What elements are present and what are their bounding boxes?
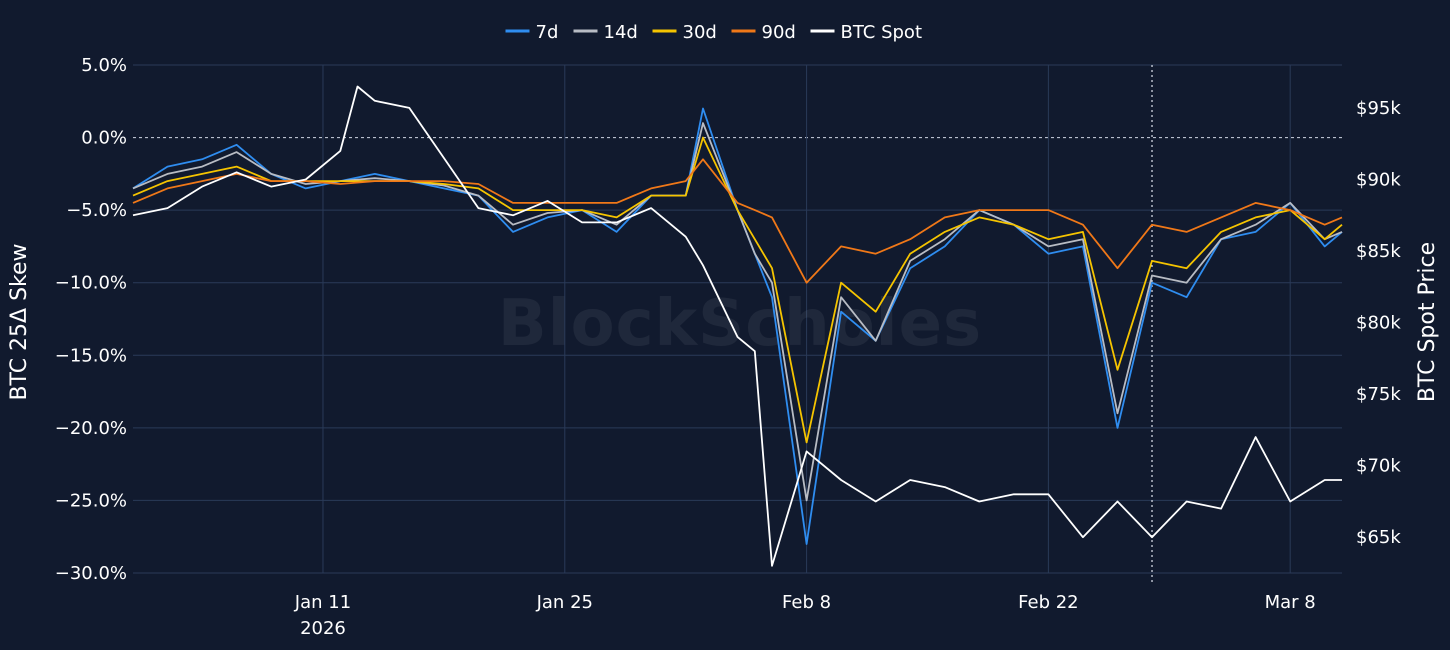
x-tick-label: Feb 22 (1018, 592, 1079, 613)
y2-tick-label: $80k (1356, 313, 1401, 334)
y-tick-label: −25.0% (55, 490, 127, 511)
x-tick-label: Jan 11 (294, 592, 351, 613)
series-layer (132, 85, 1343, 567)
x-tick-sublabel: 2026 (300, 618, 346, 639)
y-tick-label: −10.0% (55, 273, 127, 294)
legend-label: 14d (604, 22, 638, 43)
legend-label: 7d (536, 22, 559, 43)
y-tick-label: −5.0% (66, 200, 127, 221)
x-tick-label: Mar 8 (1265, 592, 1316, 613)
series-line-90d (132, 158, 1343, 284)
y-tick-label: −20.0% (55, 418, 127, 439)
y2-tick-label: $75k (1356, 384, 1401, 405)
x-tick-label: Feb 8 (782, 592, 831, 613)
y-axis-ticks: 5.0% 0.0% −5.0% −10.0% −15.0% −20.0% −25.0% −30… (55, 55, 127, 584)
y2-tick-label: $95k (1356, 98, 1401, 119)
x-tick-label: Jan 25 (536, 592, 593, 613)
legend: 7d 14d 30d 90d BTC Spot (505, 22, 923, 43)
grid (133, 64, 1342, 583)
y2-axis-title: BTC Spot Price (1415, 242, 1440, 402)
y-tick-label: 5.0% (81, 55, 127, 76)
y2-tick-label: $90k (1356, 169, 1401, 190)
legend-label: 30d (683, 22, 717, 43)
watermark: BlockScholes (498, 287, 982, 361)
x-axis-ticks: Jan 11 2026 Jan 25 Feb 8 Feb 22 Mar 8 (294, 592, 1316, 639)
y2-tick-label: $85k (1356, 241, 1401, 262)
y2-axis-ticks: $95k $90k $85k $80k $75k $70k $65k (1356, 98, 1401, 548)
y-tick-label: 0.0% (81, 128, 127, 149)
series-line-btc-spot (132, 85, 1342, 567)
y-axis-title: BTC 25Δ Skew (7, 243, 32, 400)
legend-label: BTC Spot (841, 22, 923, 43)
y2-tick-label: $70k (1356, 456, 1401, 477)
y2-tick-label: $65k (1356, 527, 1401, 548)
y-tick-label: −30.0% (55, 563, 127, 584)
y-tick-label: −15.0% (55, 345, 127, 366)
series-line-30d (132, 136, 1343, 444)
legend-label: 90d (762, 22, 796, 43)
